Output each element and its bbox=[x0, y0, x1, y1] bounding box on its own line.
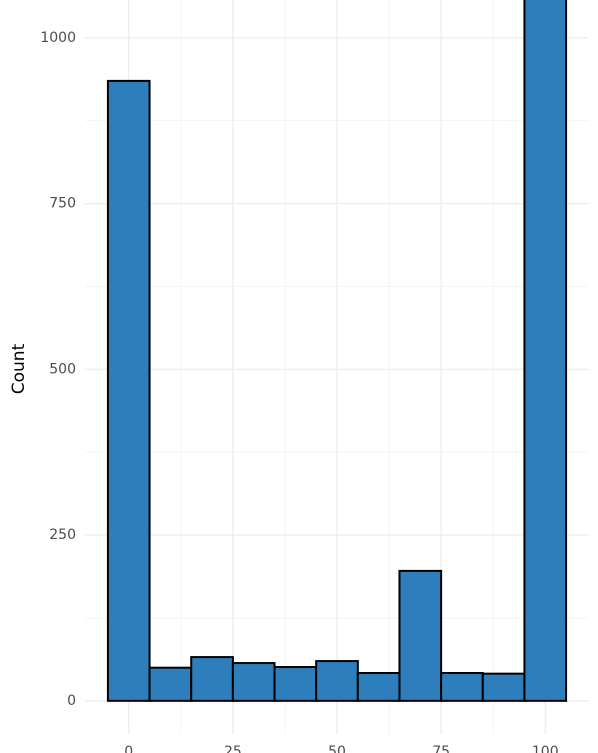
y-tick-label: 0 bbox=[67, 693, 76, 709]
bar bbox=[356, 671, 401, 702]
y-tick-label: 500 bbox=[49, 361, 76, 377]
x-tick-label: 25 bbox=[224, 744, 242, 753]
bar bbox=[273, 666, 318, 702]
y-tick-label: 750 bbox=[49, 196, 76, 212]
bar bbox=[398, 569, 443, 702]
bar bbox=[106, 79, 151, 702]
bar bbox=[523, 0, 568, 702]
x-tick-label: 100 bbox=[532, 744, 559, 753]
y-tick-label: 1000 bbox=[40, 30, 76, 46]
bar bbox=[148, 666, 193, 702]
y-tick-label: 250 bbox=[49, 527, 76, 543]
bar bbox=[190, 656, 234, 702]
x-tick-label: 75 bbox=[432, 744, 450, 753]
bar bbox=[481, 672, 526, 702]
x-tick-label: 50 bbox=[328, 744, 346, 753]
bar bbox=[315, 660, 359, 702]
y-axis-label: Count bbox=[9, 343, 29, 394]
bar bbox=[231, 662, 276, 702]
bar bbox=[440, 671, 484, 702]
x-tick-label: 0 bbox=[124, 744, 133, 753]
